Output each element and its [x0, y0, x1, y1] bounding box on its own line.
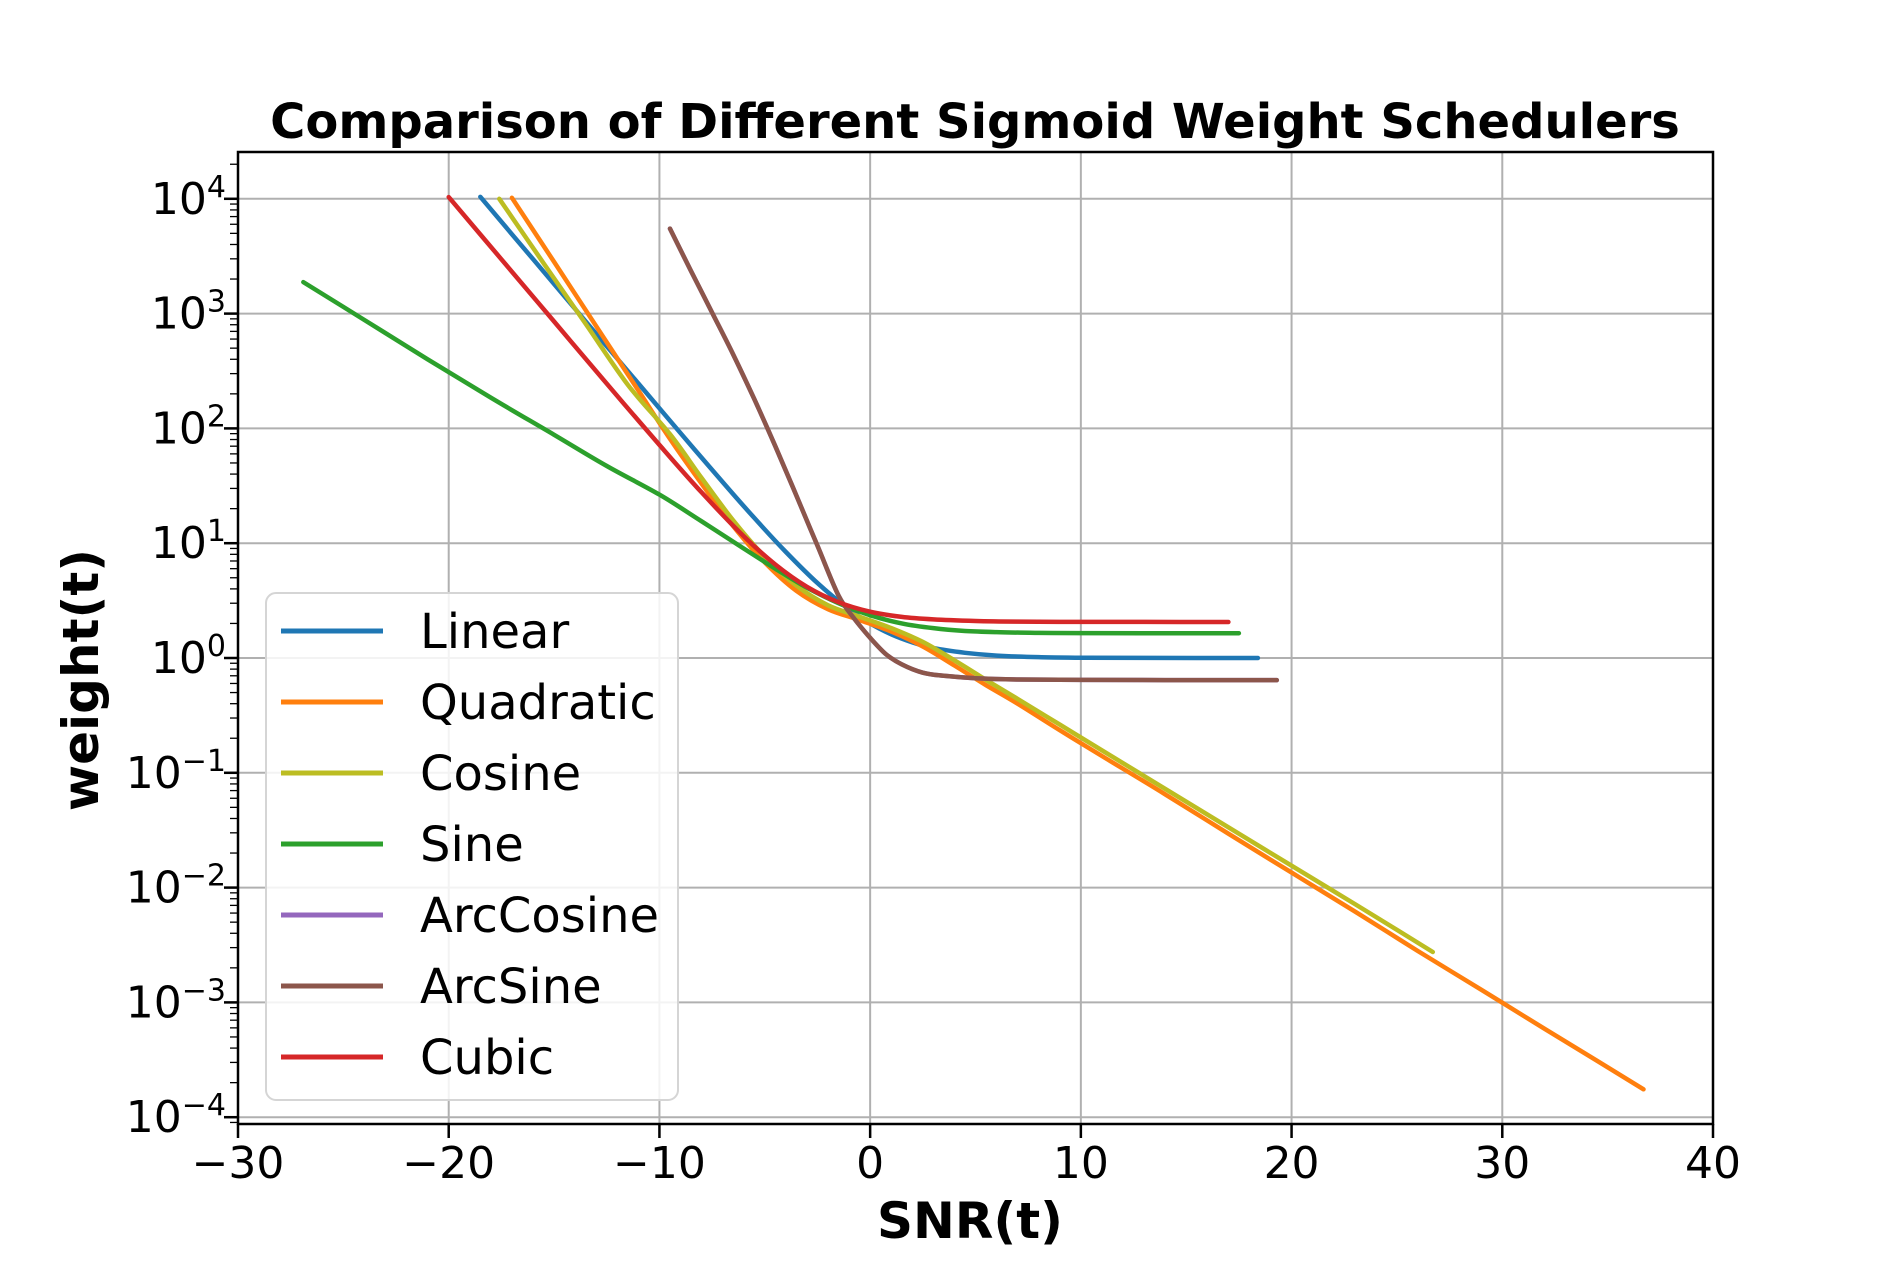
plot-frame	[236, 150, 1715, 1126]
curve-quadratic	[509, 195, 1646, 1092]
axis-ticks	[224, 163, 1715, 1138]
curve-cubic	[446, 194, 1231, 625]
legend-label-quadratic: Quadratic	[420, 675, 656, 731]
legend-label-cubic: Cubic	[420, 1030, 554, 1086]
legend-box	[265, 592, 679, 1101]
curves	[301, 194, 1646, 1092]
y-tick-labels: 104 103 102 101 100 10−1 10−2 10−3 10−4	[126, 170, 226, 1143]
legend-label-linear: Linear	[420, 604, 569, 660]
x-tick-label: −30	[192, 1138, 285, 1189]
legend-item-cosine: Cosine	[281, 746, 581, 802]
legend: Linear Quadratic Cosine Sine ArcCosine ArcSin…	[265, 592, 679, 1101]
y-axis-label: weight(t)	[52, 549, 110, 811]
chart-title: Comparison of Different Sigmoid Weight S…	[270, 94, 1680, 150]
y-tick-label: 10−3	[126, 973, 226, 1028]
legend-label-cosine: Cosine	[420, 746, 581, 802]
legend-label-sine: Sine	[420, 817, 524, 873]
x-tick-label: 40	[1685, 1138, 1741, 1189]
gridlines	[238, 152, 1713, 1124]
y-tick-label: 101	[151, 514, 226, 569]
legend-item-arcsine: ArcSine	[281, 959, 602, 1015]
y-tick-label: 100	[151, 629, 226, 684]
x-tick-label: 0	[856, 1138, 884, 1189]
y-tick-label: 10−1	[126, 744, 226, 799]
legend-label-arccosine: ArcCosine	[420, 888, 659, 944]
x-tick-label: −10	[613, 1138, 706, 1189]
x-axis-label: SNR(t)	[877, 1192, 1063, 1250]
legend-item-linear: Linear	[281, 604, 569, 660]
x-tick-label: 30	[1474, 1138, 1530, 1189]
legend-item-cubic: Cubic	[281, 1030, 554, 1086]
x-tick-label: −20	[402, 1138, 495, 1189]
curve-arcsine	[667, 226, 1280, 683]
curve-cosine	[497, 196, 1436, 955]
y-tick-label: 103	[151, 285, 226, 340]
y-tick-label: 104	[151, 170, 226, 225]
y-tick-label: 10−2	[126, 859, 226, 914]
x-tick-labels: −30 −20 −10 0 10 20 30 40	[192, 1138, 1741, 1189]
x-tick-label: 10	[1053, 1138, 1109, 1189]
legend-item-arccosine: ArcCosine	[281, 888, 659, 944]
legend-item-quadratic: Quadratic	[281, 675, 656, 731]
legend-item-sine: Sine	[281, 817, 524, 873]
legend-label-arcsine: ArcSine	[420, 959, 602, 1015]
y-tick-label: 102	[151, 399, 226, 454]
x-tick-label: 20	[1264, 1138, 1320, 1189]
y-tick-label: 10−4	[126, 1088, 226, 1143]
